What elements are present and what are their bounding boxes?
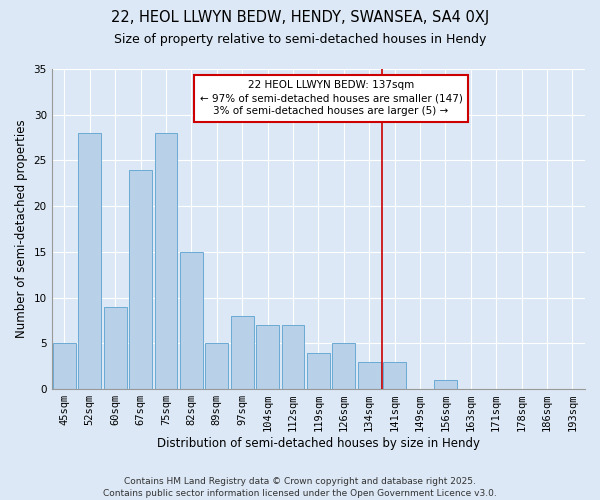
Bar xyxy=(180,252,203,389)
X-axis label: Distribution of semi-detached houses by size in Hendy: Distribution of semi-detached houses by … xyxy=(157,437,480,450)
Bar xyxy=(332,344,355,389)
Bar xyxy=(205,344,228,389)
Text: 22, HEOL LLWYN BEDW, HENDY, SWANSEA, SA4 0XJ: 22, HEOL LLWYN BEDW, HENDY, SWANSEA, SA4… xyxy=(111,10,489,25)
Text: Contains HM Land Registry data © Crown copyright and database right 2025.
Contai: Contains HM Land Registry data © Crown c… xyxy=(103,476,497,498)
Bar xyxy=(231,316,254,389)
Bar xyxy=(104,307,127,389)
Bar xyxy=(155,133,178,389)
Bar xyxy=(383,362,406,389)
Text: Size of property relative to semi-detached houses in Hendy: Size of property relative to semi-detach… xyxy=(114,32,486,46)
Bar xyxy=(79,133,101,389)
Bar xyxy=(53,344,76,389)
Bar xyxy=(281,325,304,389)
Bar xyxy=(256,325,279,389)
Bar xyxy=(434,380,457,389)
Bar xyxy=(358,362,380,389)
Text: 22 HEOL LLWYN BEDW: 137sqm
← 97% of semi-detached houses are smaller (147)
3% of: 22 HEOL LLWYN BEDW: 137sqm ← 97% of semi… xyxy=(200,80,463,116)
Bar xyxy=(307,352,330,389)
Bar xyxy=(129,170,152,389)
Y-axis label: Number of semi-detached properties: Number of semi-detached properties xyxy=(15,120,28,338)
